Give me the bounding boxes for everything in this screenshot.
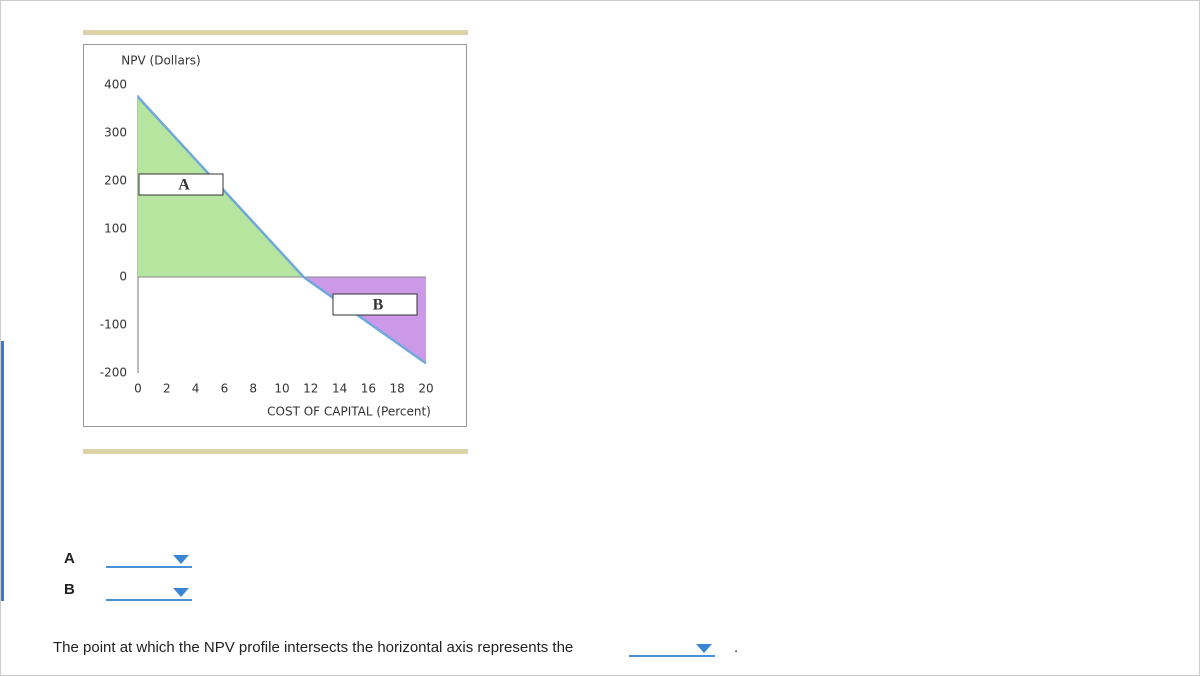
- annotation-box: [332, 293, 418, 316]
- top-rule: [83, 30, 468, 35]
- y-tick-label: 100: [104, 222, 127, 236]
- npv-line: [137, 96, 427, 365]
- chart: NPV (Dollars) COST OF CAPITAL (Percent) …: [83, 30, 468, 454]
- x-tick-label: 10: [274, 382, 289, 396]
- x-tick-label: 16: [361, 382, 376, 396]
- y-tick-label: 400: [104, 78, 127, 92]
- x-axis-title: COST OF CAPITAL (Percent): [267, 405, 431, 419]
- annotation-label: B: [373, 297, 384, 314]
- x-tick-label: 12: [303, 382, 318, 396]
- x-tick-label: 18: [390, 382, 405, 396]
- y-tick-label: 0: [119, 270, 127, 284]
- question-label: B: [64, 581, 75, 598]
- dropdown[interactable]: [106, 552, 192, 568]
- dropdown[interactable]: [106, 585, 192, 601]
- question-text: The point at which the NPV profile inter…: [53, 639, 574, 656]
- x-tick-label: 2: [163, 382, 171, 396]
- x-tick-label: 4: [192, 382, 200, 396]
- x-tick-label: 20: [418, 382, 433, 396]
- annotation-box: [138, 173, 224, 196]
- x-tick-label: 14: [332, 382, 347, 396]
- x-tick-label: 0: [134, 382, 142, 396]
- x-tick-label: 6: [221, 382, 229, 396]
- y-tick-label: 200: [104, 174, 127, 188]
- y-tick-label: -100: [100, 318, 127, 332]
- bottom-rule: [83, 449, 468, 454]
- annotation-label: A: [178, 177, 190, 194]
- chart-frame: [83, 44, 467, 427]
- y-tick-label: -200: [100, 366, 127, 380]
- x-tick-label: 8: [249, 382, 257, 396]
- dropdown[interactable]: [629, 641, 715, 657]
- side-bar: [1, 341, 4, 601]
- question-label: A: [64, 550, 75, 567]
- sentence-end: .: [734, 639, 739, 656]
- y-tick-label: 300: [104, 126, 127, 140]
- y-axis-title: NPV (Dollars): [121, 54, 200, 68]
